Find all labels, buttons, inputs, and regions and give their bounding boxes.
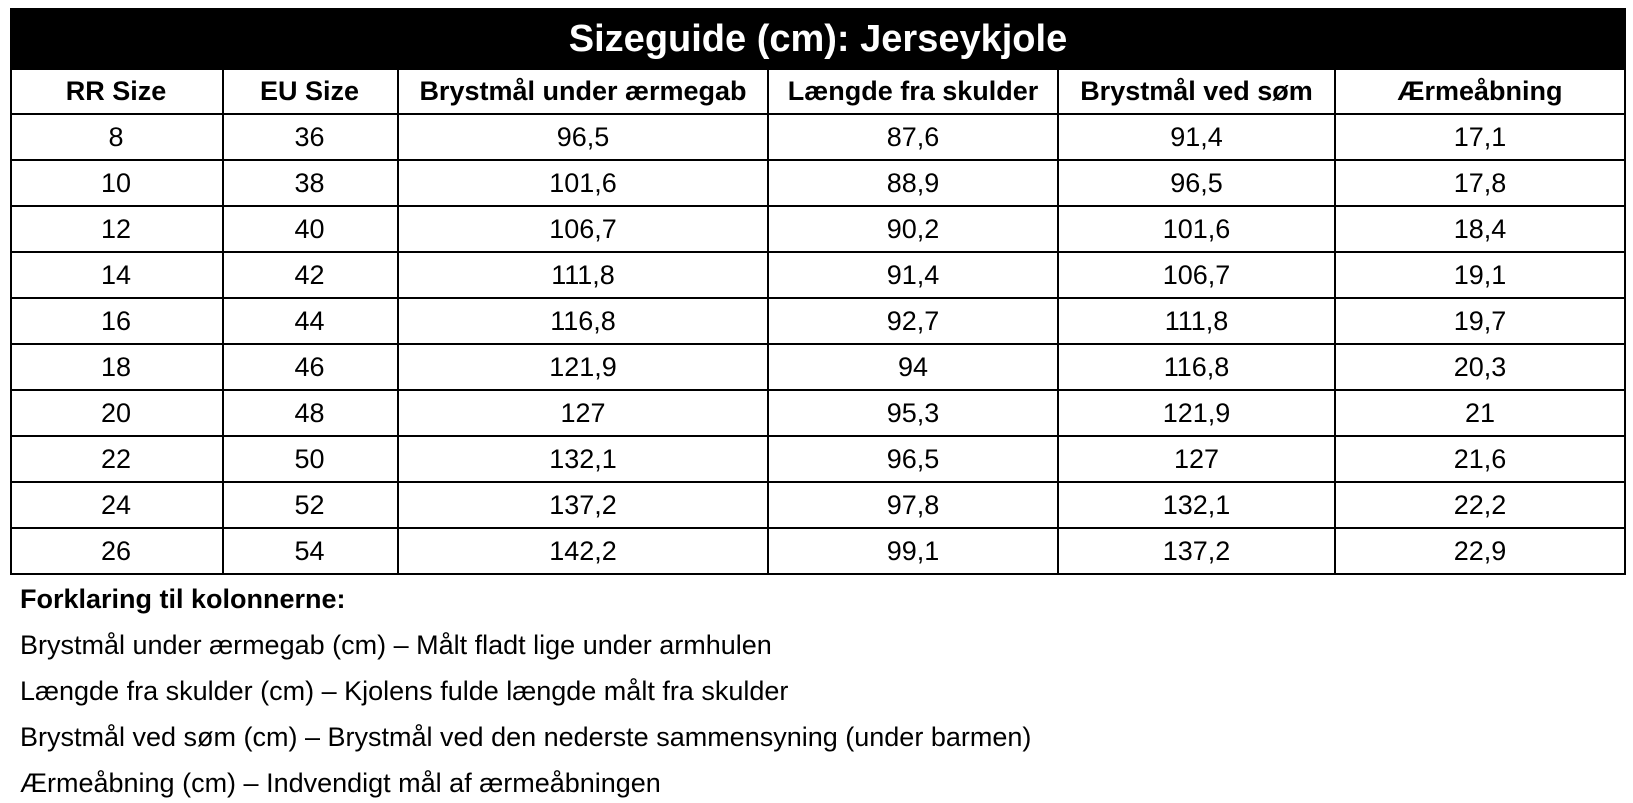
- notes-heading: Forklaring til kolonnerne:: [20, 584, 346, 614]
- table-cell: 38: [222, 161, 399, 207]
- table-cell: 22,9: [1336, 529, 1626, 575]
- table-cell: 137,2: [1059, 529, 1336, 575]
- note-line: Længde fra skulder (cm) – Kjolens fulde …: [20, 676, 789, 706]
- table-cell: 127: [1059, 437, 1336, 483]
- table-cell: 137,2: [399, 483, 769, 529]
- table-cell: 18: [10, 345, 224, 391]
- table-cell: 46: [222, 345, 399, 391]
- table-title: Sizeguide (cm): Jerseykjole: [10, 8, 1626, 70]
- table-cell: 91,4: [1059, 115, 1336, 161]
- table-cell: 36: [222, 115, 399, 161]
- table-cell: 17,1: [1336, 115, 1626, 161]
- table-cell: 90,2: [769, 207, 1059, 253]
- size-table: RR Size EU Size Brystmål under ærmegab Læng…: [10, 70, 1626, 575]
- table-cell: 88,9: [769, 161, 1059, 207]
- table-cell: 106,7: [399, 207, 769, 253]
- table-cell: 48: [222, 391, 399, 437]
- table-cell: 116,8: [1059, 345, 1336, 391]
- table-cell: 121,9: [399, 345, 769, 391]
- table-cell: 21: [1336, 391, 1626, 437]
- table-cell: 14: [10, 253, 224, 299]
- note-line: Brystmål ved søm (cm) – Brystmål ved den…: [20, 722, 1032, 752]
- table-cell: 21,6: [1336, 437, 1626, 483]
- table-cell: 19,1: [1336, 253, 1626, 299]
- table-cell: 52: [222, 483, 399, 529]
- table-cell: 96,5: [769, 437, 1059, 483]
- table-cell: 121,9: [1059, 391, 1336, 437]
- column-header: EU Size: [222, 70, 399, 115]
- table-cell: 19,7: [1336, 299, 1626, 345]
- table-cell: 18,4: [1336, 207, 1626, 253]
- table-cell: 26: [10, 529, 224, 575]
- table-cell: 10: [10, 161, 224, 207]
- table-cell: 101,6: [1059, 207, 1336, 253]
- table-cell: 92,7: [769, 299, 1059, 345]
- table-cell: 116,8: [399, 299, 769, 345]
- table-cell: 40: [222, 207, 399, 253]
- table-cell: 42: [222, 253, 399, 299]
- table-cell: 44: [222, 299, 399, 345]
- table-cell: 99,1: [769, 529, 1059, 575]
- column-header: RR Size: [10, 70, 224, 115]
- column-header: Brystmål under ærmegab: [399, 70, 769, 115]
- table-cell: 97,8: [769, 483, 1059, 529]
- note-line: Ærmeåbning (cm) – Indvendigt mål af ærme…: [20, 768, 661, 798]
- table-cell: 16: [10, 299, 224, 345]
- table-cell: 127: [399, 391, 769, 437]
- table-cell: 24: [10, 483, 224, 529]
- column-header: Ærmeåbning: [1336, 70, 1626, 115]
- table-cell: 96,5: [399, 115, 769, 161]
- table-cell: 142,2: [399, 529, 769, 575]
- table-cell: 54: [222, 529, 399, 575]
- table-cell: 106,7: [1059, 253, 1336, 299]
- note-line: Brystmål under ærmegab (cm) – Målt fladt…: [20, 630, 772, 660]
- table-cell: 17,8: [1336, 161, 1626, 207]
- table-cell: 12: [10, 207, 224, 253]
- table-cell: 87,6: [769, 115, 1059, 161]
- table-cell: 91,4: [769, 253, 1059, 299]
- table-cell: 101,6: [399, 161, 769, 207]
- table-cell: 132,1: [1059, 483, 1336, 529]
- table-cell: 20: [10, 391, 224, 437]
- table-cell: 22,2: [1336, 483, 1626, 529]
- table-cell: 50: [222, 437, 399, 483]
- table-cell: 96,5: [1059, 161, 1336, 207]
- table-cell: 22: [10, 437, 224, 483]
- table-cell: 132,1: [399, 437, 769, 483]
- column-header: Brystmål ved søm: [1059, 70, 1336, 115]
- table-cell: 95,3: [769, 391, 1059, 437]
- table-cell: 111,8: [399, 253, 769, 299]
- table-cell: 8: [10, 115, 224, 161]
- table-cell: 20,3: [1336, 345, 1626, 391]
- column-header: Længde fra skulder: [769, 70, 1059, 115]
- table-cell: 111,8: [1059, 299, 1336, 345]
- table-cell: 94: [769, 345, 1059, 391]
